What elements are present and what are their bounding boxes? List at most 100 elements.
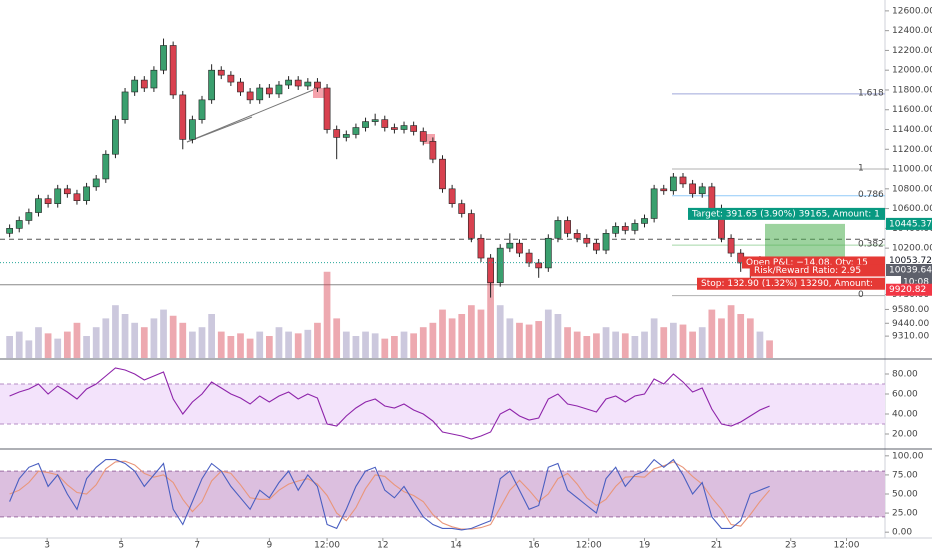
- fib-label: 1.618: [858, 88, 884, 98]
- volume-bar: [602, 327, 610, 358]
- y-tick-label: 75.00: [892, 470, 918, 480]
- candle-body: [314, 81, 321, 89]
- candle-body: [246, 91, 254, 101]
- candle-body: [621, 226, 629, 231]
- price-tag: [886, 283, 932, 296]
- x-tick-label: 5: [118, 541, 124, 550]
- volume-bar: [246, 338, 254, 358]
- candle-body: [612, 226, 620, 234]
- candle-body: [140, 79, 148, 89]
- candle-body: [698, 186, 706, 195]
- volume-bar: [583, 336, 591, 358]
- y-tick-label: 11400.00: [892, 125, 932, 135]
- candle-body: [150, 69, 158, 89]
- volume-bar: [641, 331, 648, 358]
- x-tick-label: 12: [377, 541, 388, 550]
- volume-bar: [535, 321, 543, 358]
- candle-body: [689, 183, 696, 195]
- volume-bar: [35, 327, 42, 358]
- price-tag-label: 10039.64: [889, 265, 932, 275]
- rsi-band: [0, 384, 885, 424]
- volume-bar: [746, 318, 754, 358]
- y-tick-label: 80.00: [892, 370, 918, 380]
- price-tag: [886, 254, 932, 267]
- volume-bar: [169, 315, 177, 358]
- x-tick-label: 12:00: [834, 541, 860, 550]
- target-label-box: [688, 207, 885, 220]
- volume-bar: [92, 327, 100, 358]
- stoch-d-line: [9, 460, 771, 530]
- volume-bar: [285, 331, 292, 358]
- x-tick-label: 12:00: [576, 541, 602, 550]
- y-tick-label: 11800.00: [892, 85, 932, 95]
- volume-bar: [160, 309, 167, 358]
- candle-body: [198, 99, 206, 120]
- volume-bar: [150, 318, 158, 358]
- candle-body: [169, 45, 177, 96]
- volume-bar: [564, 327, 571, 358]
- volume-bar: [670, 322, 677, 358]
- volume-bar: [381, 338, 389, 358]
- marker: [313, 88, 325, 98]
- candle-body: [35, 198, 42, 213]
- candle-body: [256, 87, 264, 101]
- candle-body: [439, 158, 446, 190]
- volume-bar: [333, 318, 341, 358]
- y-tick-label: 12200.00: [892, 46, 932, 56]
- countdown: 10:08: [903, 277, 929, 287]
- y-tick-label: 60.00: [892, 390, 918, 400]
- candle-body: [400, 125, 408, 130]
- y-tick-label: 20.00: [892, 430, 918, 440]
- volume-bar: [554, 314, 562, 358]
- candle-body: [265, 87, 273, 95]
- candle-body: [467, 213, 475, 239]
- y-tick-label: 40.00: [892, 410, 918, 420]
- volume-bar: [496, 305, 504, 358]
- candle-body: [121, 91, 129, 120]
- price-tag: [886, 217, 932, 230]
- candle-body: [323, 87, 331, 130]
- target-zone: [765, 223, 845, 263]
- x-tick-label: 3: [44, 541, 50, 550]
- x-tick-label: 23: [785, 541, 796, 550]
- fib-label: 1: [858, 164, 864, 174]
- candle-body: [362, 121, 369, 128]
- volume-bar: [189, 331, 196, 358]
- candle-body: [477, 237, 485, 259]
- candle-body: [333, 129, 341, 138]
- volume-bar: [708, 309, 716, 358]
- x-tick-label: 12:00: [314, 541, 340, 550]
- x-tick-label: 16: [528, 541, 540, 550]
- candle-body: [573, 233, 581, 239]
- candle-body: [391, 127, 398, 130]
- candle-body: [564, 220, 571, 234]
- candle-body: [92, 178, 100, 188]
- volume-bar: [410, 333, 418, 358]
- candle-body: [448, 188, 456, 204]
- candle-body: [189, 119, 196, 140]
- y-tick-label: 100.00: [892, 451, 924, 461]
- volume-bar: [323, 271, 331, 358]
- candle-body: [6, 228, 13, 234]
- trend-line: [186, 87, 319, 143]
- volume-bar: [650, 318, 658, 358]
- candle-body: [727, 237, 735, 254]
- y-tick-label: 11600.00: [892, 105, 932, 115]
- candle-body: [285, 79, 292, 86]
- y-tick-label: 10800.00: [892, 184, 932, 194]
- volume-bar: [131, 322, 139, 358]
- volume-bar: [217, 331, 225, 358]
- candle-body: [63, 188, 71, 195]
- candle-body: [660, 188, 668, 192]
- candle-body: [25, 212, 33, 221]
- volume-bar: [391, 336, 398, 358]
- candle-body: [294, 79, 302, 87]
- marker: [423, 134, 435, 144]
- y-tick-label: 9440.00: [892, 319, 929, 329]
- volume-bar: [314, 322, 321, 358]
- candle-body: [227, 74, 235, 83]
- candle-body: [217, 69, 225, 76]
- volume-bar: [362, 331, 369, 358]
- price-tag-label: 10053.72: [889, 256, 932, 266]
